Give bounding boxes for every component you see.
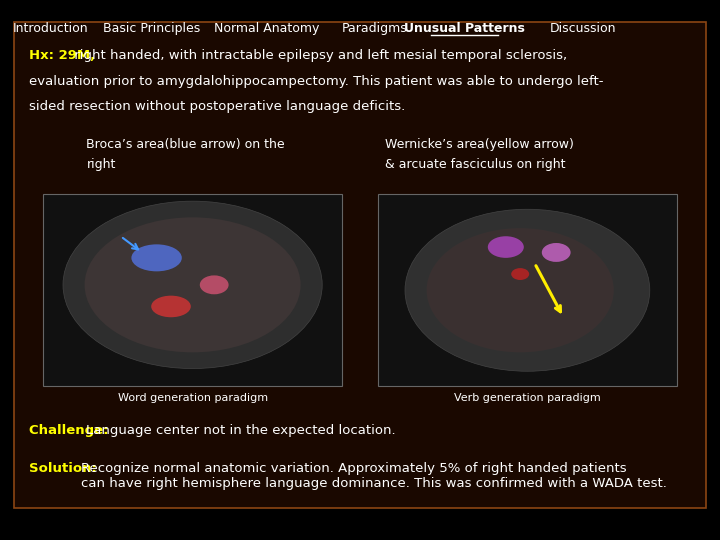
Text: Verb generation paradigm: Verb generation paradigm <box>454 393 600 403</box>
Text: sided resection without postoperative language deficits.: sided resection without postoperative la… <box>29 100 405 113</box>
Text: Basic Principles: Basic Principles <box>102 22 200 35</box>
Ellipse shape <box>405 209 649 372</box>
Ellipse shape <box>426 228 614 353</box>
Text: Unusual Patterns: Unusual Patterns <box>404 22 525 35</box>
Text: Solution:: Solution: <box>29 462 102 475</box>
FancyBboxPatch shape <box>43 194 342 386</box>
Text: Word generation paradigm: Word generation paradigm <box>117 393 268 403</box>
Text: Broca’s area(blue arrow) on the: Broca’s area(blue arrow) on the <box>86 138 285 151</box>
Text: evaluation prior to amygdalohippocampectomy. This patient was able to undergo le: evaluation prior to amygdalohippocampect… <box>29 75 603 87</box>
Text: Normal Anatomy: Normal Anatomy <box>214 22 319 35</box>
Text: Introduction: Introduction <box>12 22 89 35</box>
Text: Recognize normal anatomic variation. Approximately 5% of right handed patients
c: Recognize normal anatomic variation. App… <box>81 462 667 490</box>
Ellipse shape <box>199 275 229 294</box>
Ellipse shape <box>63 201 322 368</box>
Ellipse shape <box>542 243 571 262</box>
Text: Wernicke’s area(yellow arrow): Wernicke’s area(yellow arrow) <box>385 138 574 151</box>
Text: right: right <box>86 158 116 171</box>
Text: Paradigms: Paradigms <box>341 22 408 35</box>
FancyBboxPatch shape <box>378 194 677 386</box>
Ellipse shape <box>131 244 181 271</box>
Ellipse shape <box>488 237 523 258</box>
FancyBboxPatch shape <box>14 22 706 508</box>
Ellipse shape <box>84 217 301 353</box>
Text: Challenge:: Challenge: <box>29 424 113 437</box>
Text: Discussion: Discussion <box>550 22 616 35</box>
Text: & arcuate fasciculus on right: & arcuate fasciculus on right <box>385 158 566 171</box>
Ellipse shape <box>511 268 529 280</box>
Text: right handed, with intractable epilepsy and left mesial temporal sclerosis,: right handed, with intractable epilepsy … <box>71 49 567 62</box>
Text: Language center not in the expected location.: Language center not in the expected loca… <box>86 424 395 437</box>
Ellipse shape <box>151 295 191 317</box>
Text: Hx: 29M,: Hx: 29M, <box>29 49 95 62</box>
